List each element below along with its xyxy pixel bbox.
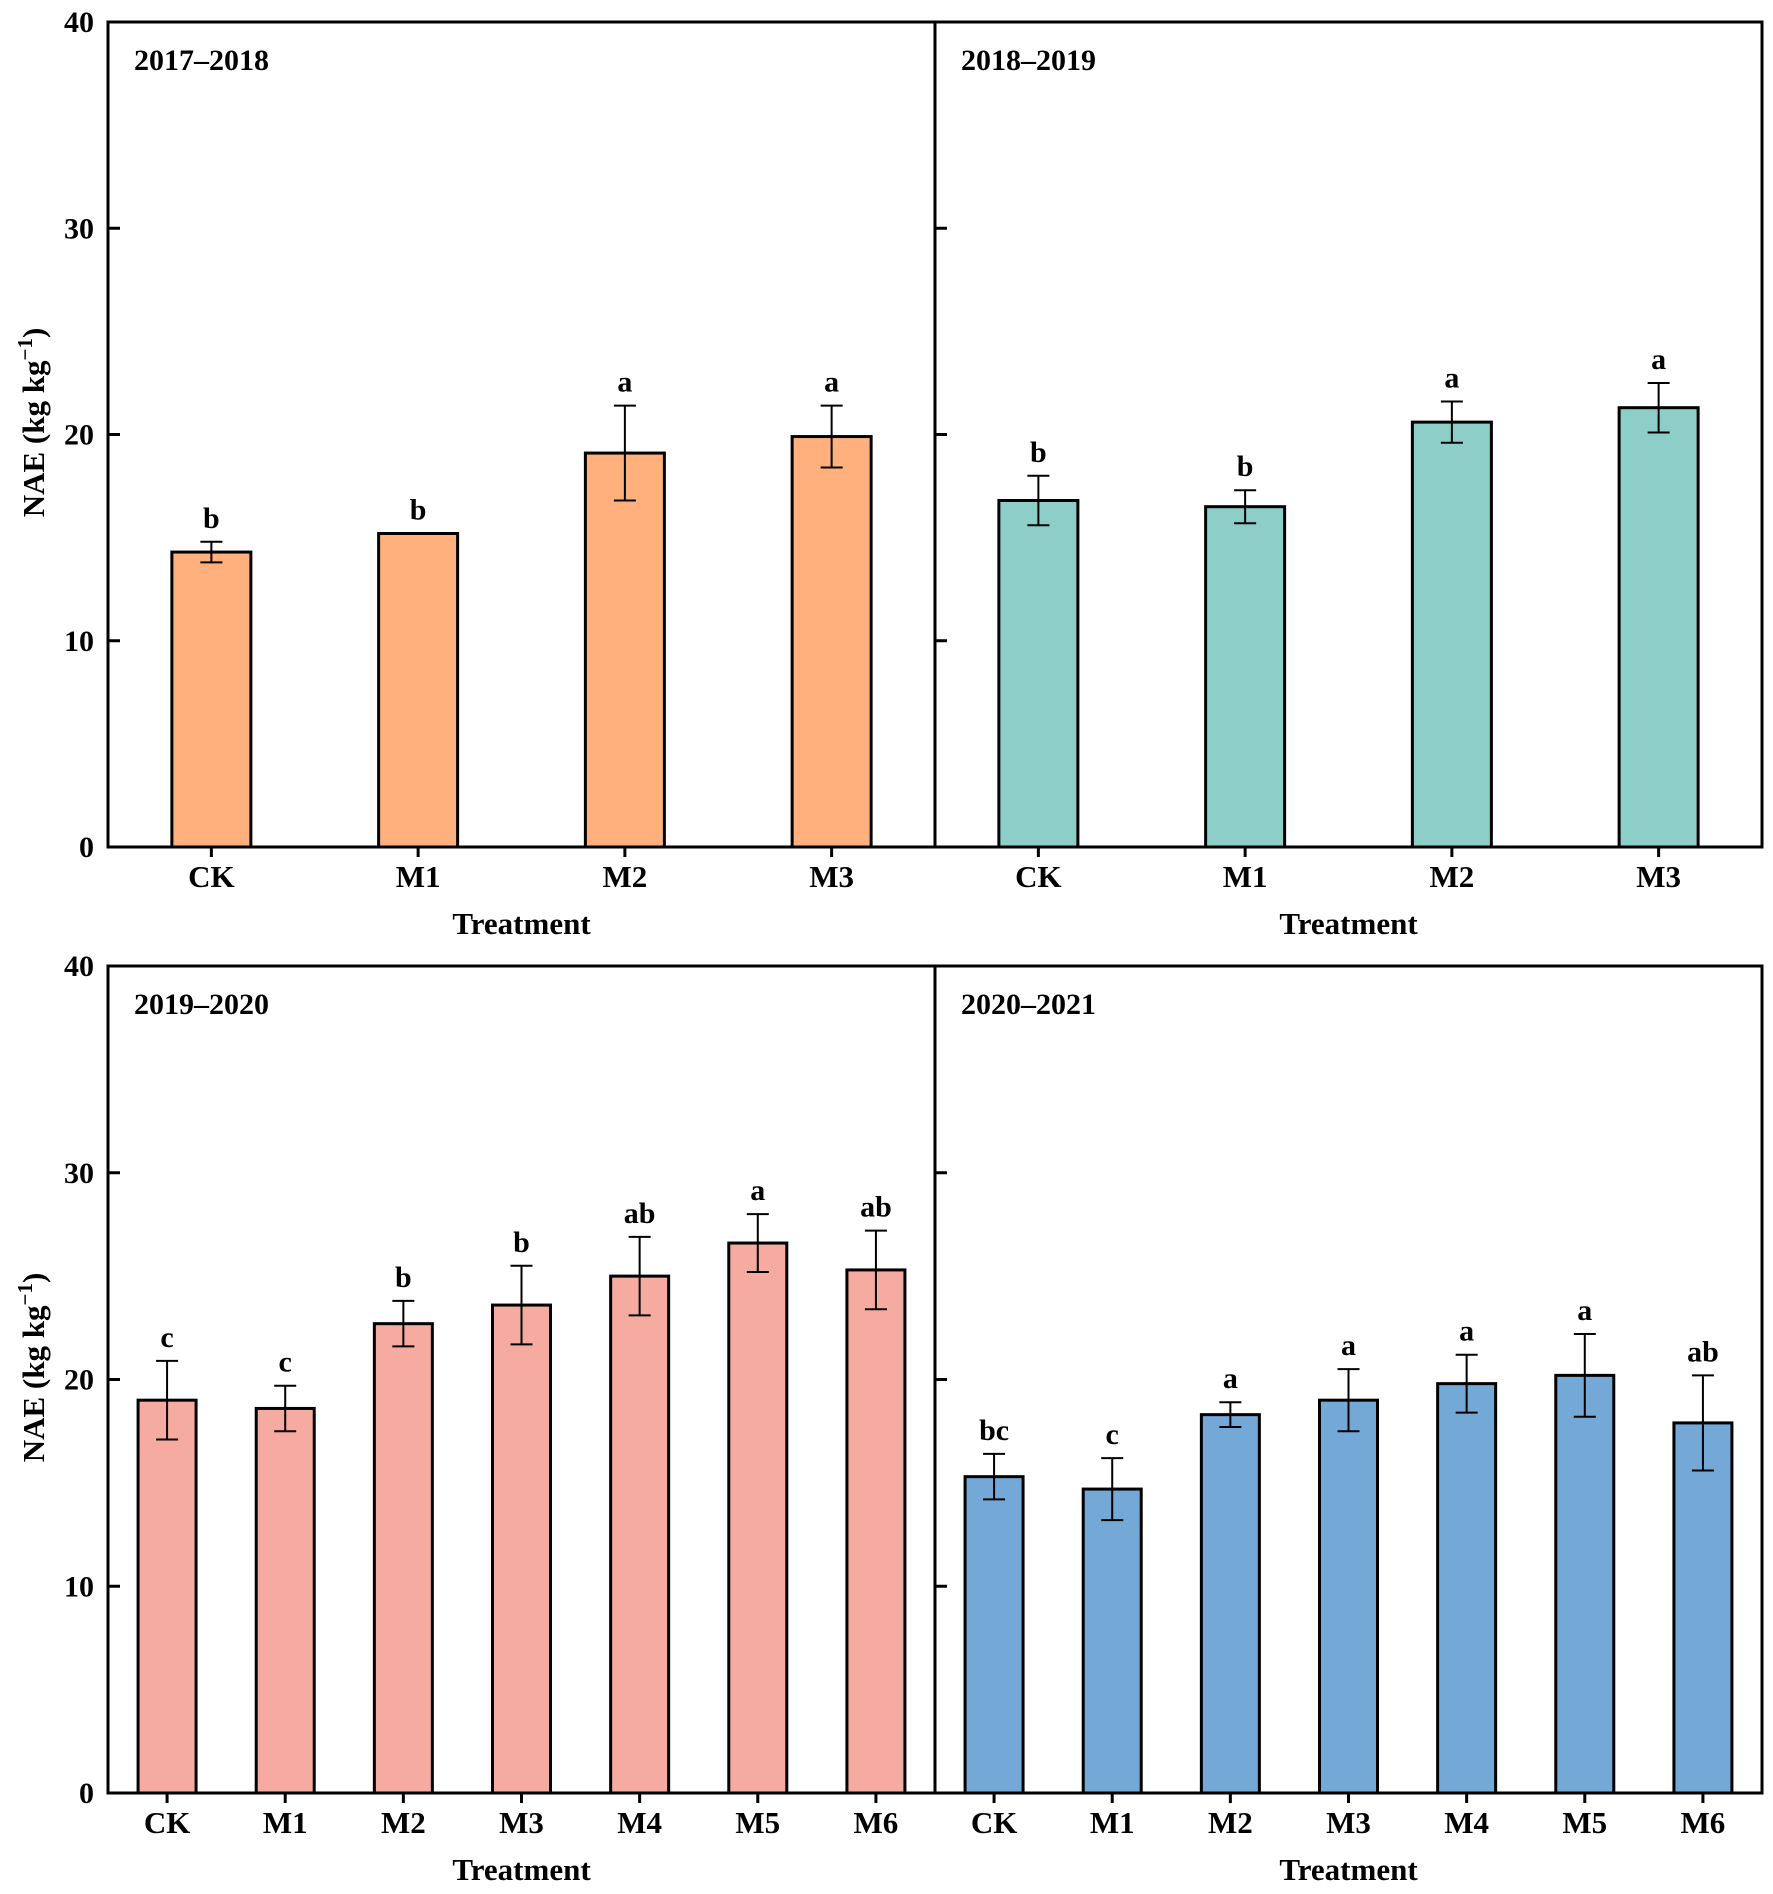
panel-title: 2019–2020 [134,988,269,1021]
significance-label-M2: a [1223,1362,1238,1395]
bar-M3 [1318,1398,1379,1795]
significance-label-M2: a [617,366,632,399]
significance-label-M5: a [750,1174,765,1207]
significance-label-M1: b [410,494,427,527]
significance-label-M6: ab [860,1191,892,1224]
panel-1: 2017–2018 b CK b M1 a M2 a M3 Treatment [134,44,873,941]
y-axis-title-superscript: −1 [13,1283,37,1305]
x-tick-label-M4: M4 [617,1805,662,1840]
bar-M3 [790,435,873,849]
y-axis-title: NAE (kg kg−1) [13,1273,51,1463]
significance-label-M1: b [1237,450,1254,483]
significance-label-M3: a [1341,1329,1356,1362]
x-tick-label-M3: M3 [499,1805,544,1840]
bar-M2 [1410,420,1493,849]
significance-label-M4: ab [624,1197,656,1230]
bar-M6 [1672,1421,1734,1795]
bar-CK [170,550,253,849]
significance-label-M2: b [395,1261,412,1294]
x-tick-label-M3: M3 [809,859,854,894]
x-tick-label-M3: M3 [1636,859,1681,894]
bar-M4 [609,1274,671,1795]
bar-M1 [1081,1487,1143,1795]
bar-M4 [1436,1382,1498,1795]
y-tick-label: 20 [64,1364,94,1397]
bar-M5 [1554,1373,1616,1795]
y-axis-title-main: NAE (kg kg [16,360,51,517]
panel-2: 2018–2019 b CK b M1 a M2 a M3 Treatment [961,44,1700,941]
x-axis-title: Treatment [1279,1852,1418,1887]
y-axis-title-close: ) [16,328,51,338]
y-axis-title-close: ) [16,1273,51,1283]
significance-label-CK: c [160,1321,173,1354]
significance-label-CK: b [1030,436,1047,469]
significance-label-M1: c [1106,1418,1119,1451]
significance-label-M5: a [1577,1294,1592,1327]
x-tick-label-M2: M2 [1208,1805,1253,1840]
panel-title: 2017–2018 [134,44,269,77]
y-tick-label: 40 [64,6,94,39]
y-tick-label: 30 [64,212,94,245]
x-tick-label-M2: M2 [1429,859,1474,894]
significance-label-M3: a [1651,343,1666,376]
y-tick-label: 40 [64,950,94,983]
bar-M5 [727,1241,789,1795]
bar-M2 [1199,1413,1261,1795]
bar-M2 [372,1322,434,1795]
x-tick-label-M5: M5 [735,1805,780,1840]
significance-label-M3: b [513,1226,530,1259]
bar-CK [136,1398,198,1795]
significance-label-M1: c [279,1346,292,1379]
panel-title: 2020–2021 [961,988,1096,1021]
significance-label-M4: a [1459,1315,1474,1348]
x-tick-label-CK: CK [144,1805,191,1840]
y-tick-label: 10 [64,1570,94,1603]
x-tick-label-CK: CK [188,859,235,894]
y-tick-label: 0 [79,831,94,864]
y-axis-title-superscript: −1 [13,338,37,360]
y-axis-title: NAE (kg kg−1) [13,328,51,518]
x-tick-label-M6: M6 [854,1805,899,1840]
x-tick-label-M1: M1 [396,859,441,894]
bar-CK [997,499,1080,849]
bar-M1 [254,1406,316,1795]
bar-M1 [377,532,460,849]
x-tick-label-M4: M4 [1444,1805,1489,1840]
bar-M1 [1204,505,1287,849]
x-tick-label-M5: M5 [1562,1805,1607,1840]
y-axis-title-main: NAE (kg kg [16,1305,51,1462]
bar-M2 [583,451,666,849]
x-axis-title: Treatment [1279,906,1418,941]
significance-label-M3: a [824,366,839,399]
bar-M3 [491,1303,552,1795]
x-tick-label-M2: M2 [381,1805,426,1840]
bar-M3 [1617,406,1700,849]
x-tick-label-CK: CK [1015,859,1062,894]
y-tick-label: 0 [79,1777,94,1810]
panel-title: 2018–2019 [961,44,1096,77]
x-tick-label-M6: M6 [1681,1805,1726,1840]
x-tick-label-M2: M2 [602,859,647,894]
x-axis-title: Treatment [452,906,591,941]
panel-3: 2019–2020 c CK c M1 b M2 b M3 ab M4 a M5 ab M6 Treatmen… [134,988,907,1887]
significance-label-CK: b [203,502,220,535]
significance-label-M2: a [1444,362,1459,395]
significance-label-M6: ab [1687,1335,1719,1368]
panel-4: 2020–2021 bc CK c M1 a M2 a M3 a M4 a M5 ab M6 Treatmen… [961,988,1734,1887]
y-tick-label: 10 [64,625,94,658]
significance-label-CK: bc [979,1414,1009,1447]
y-tick-label: 30 [64,1157,94,1190]
x-tick-label-M1: M1 [1223,859,1268,894]
x-tick-label-M1: M1 [1090,1805,1135,1840]
x-tick-label-CK: CK [971,1805,1018,1840]
x-tick-label-M3: M3 [1326,1805,1371,1840]
x-tick-label-M1: M1 [263,1805,308,1840]
bar-CK [963,1475,1025,1795]
x-axis-title: Treatment [452,1852,591,1887]
bar-M6 [845,1268,907,1795]
y-tick-label: 20 [64,419,94,452]
